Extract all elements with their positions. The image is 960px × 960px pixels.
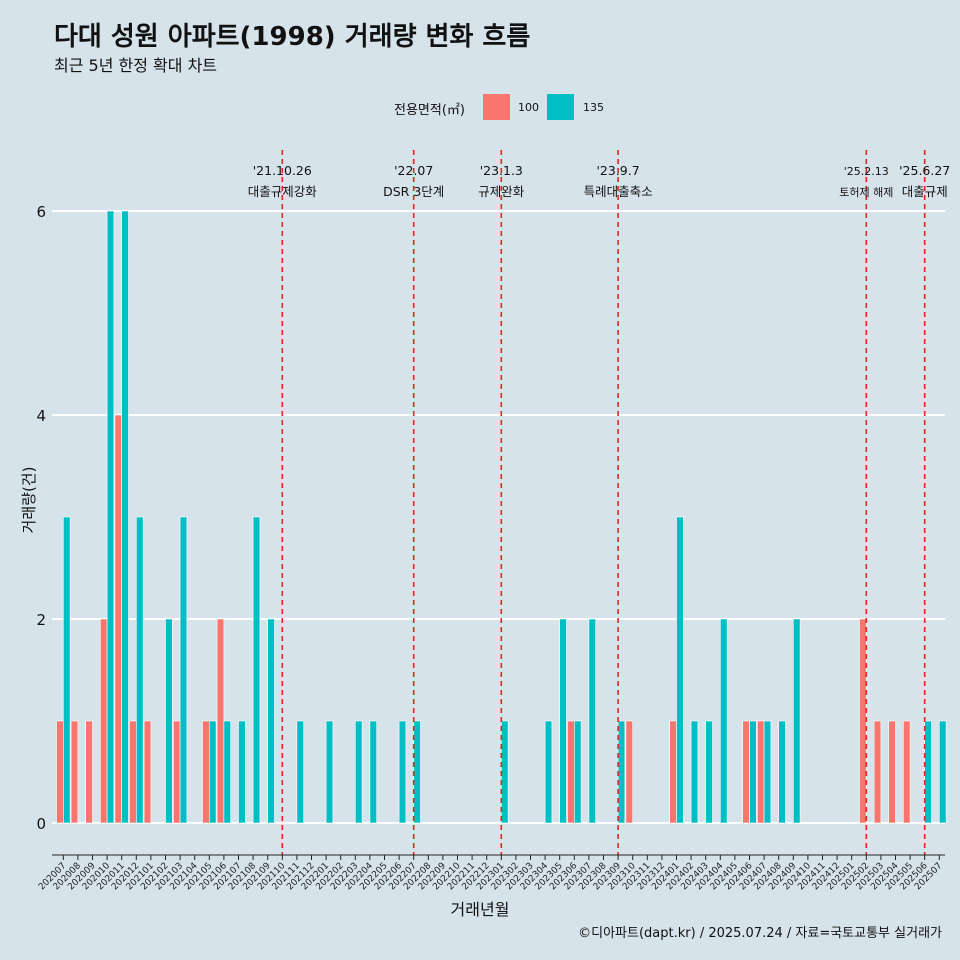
bar-100-202010: [100, 618, 108, 824]
bar-100-202105: [202, 720, 210, 824]
bar-135-202403: [705, 720, 713, 824]
caption: ©디아파트(dapt.kr) / 2025.07.24 / 자료=국토교통부 실…: [578, 926, 942, 941]
bar-135-202301: [500, 720, 509, 824]
bar-135-202307: [588, 618, 597, 824]
bar-100-202503: [873, 720, 882, 824]
y-tick-label: 0: [36, 815, 46, 833]
event-date-label: '23.1.3: [480, 163, 523, 178]
event-label: 대출규제강화: [248, 184, 318, 199]
bar-135-202111: [296, 720, 304, 824]
y-tick-label: 2: [36, 611, 46, 629]
bar-135-202507: [938, 720, 947, 824]
bar-135-202109: [267, 618, 275, 824]
event-date-label: '21.10.26: [253, 163, 312, 178]
bar-135-202401: [676, 516, 684, 824]
y-tick-label: 6: [36, 203, 46, 221]
bar-135-202304: [544, 720, 553, 824]
bar-100-202505: [902, 720, 911, 824]
bar-135-202105: [209, 720, 217, 824]
bar-135-202406: [749, 720, 757, 824]
bar-100-202306: [567, 720, 575, 824]
bar-135-202402: [690, 720, 699, 824]
event-date-label: '23.9.7: [596, 163, 639, 178]
legend: 전용면적(㎡) 100 135: [0, 92, 960, 122]
bar-100-202406: [742, 720, 750, 824]
legend-title: 전용면적(㎡): [394, 103, 465, 118]
bar-135-202103: [179, 516, 188, 824]
bar-135-202305: [559, 618, 567, 824]
bar-135-202102: [165, 618, 173, 824]
event-label: 규제완화: [478, 184, 525, 199]
chart-title: 다대 성원 아파트(1998) 거래량 변화 흐름: [54, 22, 531, 52]
bar-135-202204: [369, 720, 377, 824]
bar-135-202407: [763, 720, 772, 824]
bar-100-202504: [888, 720, 896, 824]
bar-135-202408: [778, 720, 786, 824]
chart-subtitle: 최근 5년 한정 확대 차트: [54, 56, 218, 75]
legend-swatch-100: [483, 94, 510, 120]
bar-100-202011: [114, 414, 123, 824]
event-date-label: '25.6.27: [899, 163, 950, 178]
y-axis-label: 거래량(건): [20, 466, 38, 534]
legend-label-135: 135: [583, 101, 604, 114]
bar-100-202106: [216, 618, 225, 824]
event-date-label: '25.2.13: [844, 165, 889, 178]
bar-135-202404: [719, 618, 728, 824]
y-tick-label: 4: [36, 407, 46, 425]
bar-135-202007: [62, 516, 71, 824]
bar-100-202407: [756, 720, 765, 824]
bar-135-202409: [792, 618, 801, 824]
bar-135-202306: [573, 720, 582, 824]
event-label: 토허제 해제: [839, 185, 893, 199]
bar-100-202009: [85, 720, 93, 824]
bar-135-202106: [223, 720, 231, 824]
bar-100-202310: [625, 720, 634, 824]
bar-100-202007: [56, 720, 64, 824]
bar-135-202506: [924, 720, 932, 824]
bar-100-202401: [669, 720, 677, 824]
bar-135-202309: [617, 720, 626, 824]
event-label: 특례대출축소: [584, 184, 653, 199]
bar-135-202107: [238, 720, 246, 824]
bar-135-202203: [354, 720, 363, 824]
event-label: 대출규제: [902, 184, 948, 199]
bar-135-202108: [252, 516, 261, 824]
bar-100-202101: [143, 720, 152, 824]
x-axis-label: 거래년월: [450, 900, 510, 919]
legend-swatch-135: [547, 94, 574, 120]
bar-100-202502: [859, 618, 867, 824]
event-label: DSR 3단계: [383, 184, 444, 199]
bar-100-202008: [70, 720, 79, 824]
bar-135-202207: [413, 720, 421, 824]
bar-135-202011: [121, 210, 129, 824]
bar-135-202206: [398, 720, 407, 824]
legend-label-100: 100: [518, 101, 539, 114]
event-date-label: '22.07: [394, 163, 433, 178]
bar-135-202010: [106, 210, 115, 824]
bar-100-202103: [173, 720, 181, 824]
bar-135-202012: [136, 516, 144, 824]
bar-135-202201: [325, 720, 334, 824]
bar-100-202012: [129, 720, 137, 824]
